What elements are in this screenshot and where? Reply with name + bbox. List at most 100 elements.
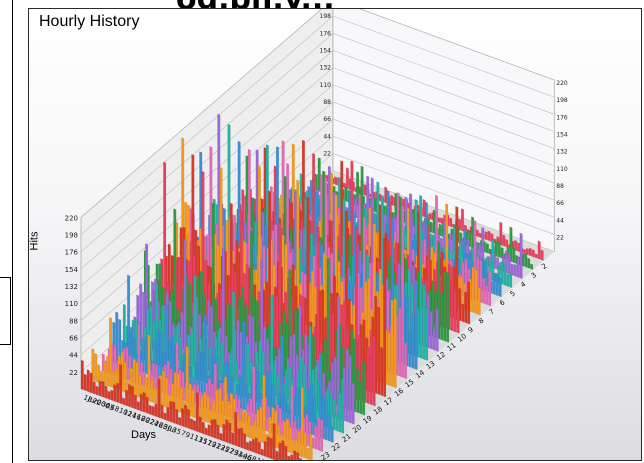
bar: [485, 243, 489, 254]
bar: [200, 351, 204, 396]
x-tick-label: 14: [127, 410, 139, 421]
left-panel-box: [0, 277, 11, 345]
bar: [512, 247, 516, 264]
y-tick-right-label: 176: [556, 114, 568, 121]
bar: [432, 328, 436, 351]
y-tick-back-label: 154: [320, 47, 332, 54]
bar: [128, 384, 131, 408]
depth-tick-label: 15: [404, 378, 416, 390]
bar: [528, 247, 532, 257]
bar: [206, 395, 210, 424]
bar: [419, 195, 423, 359]
bar: [534, 253, 538, 259]
bar: [514, 239, 518, 252]
y-tick-back-label: 22: [323, 150, 331, 157]
bar: [110, 389, 114, 401]
x-tick-label: 17: [202, 437, 213, 448]
bar: [98, 380, 102, 397]
bar: [109, 317, 112, 388]
y-tick-left-label: 66: [69, 335, 78, 343]
bar: [256, 371, 260, 416]
bar: [387, 331, 391, 387]
bar: [393, 297, 397, 389]
depth-tick-label: 23: [320, 450, 332, 461]
bar: [314, 425, 318, 450]
bar: [101, 380, 105, 398]
bar: [293, 420, 297, 443]
bar: [218, 387, 222, 428]
bar: [195, 392, 199, 433]
bar: [290, 454, 294, 460]
bar: [330, 426, 334, 443]
bar: [467, 281, 471, 325]
bar: [429, 310, 433, 350]
bar: [95, 385, 99, 396]
bar: [80, 359, 84, 391]
bar: [116, 382, 120, 404]
depth-tick-label: 12: [435, 350, 447, 362]
x-tick-label: 7: [180, 429, 187, 438]
bar: [113, 384, 117, 403]
bar: [478, 232, 482, 239]
bar: [192, 419, 196, 432]
bar: [278, 442, 282, 460]
bar: [494, 241, 498, 257]
bar: [145, 396, 149, 414]
bar: [362, 360, 366, 416]
bar: [251, 438, 255, 453]
bar: [522, 248, 526, 255]
y-tick-left-label: 154: [65, 266, 79, 274]
bar: [198, 416, 202, 434]
bar: [464, 291, 468, 324]
bar: [159, 333, 163, 381]
bar: [181, 407, 185, 427]
bar: [256, 409, 260, 442]
bar: [243, 433, 247, 450]
bar: [411, 313, 415, 369]
bar: [306, 447, 310, 460]
bar: [422, 283, 426, 360]
bar: [356, 368, 360, 414]
y-tick-right-label: 198: [556, 97, 568, 104]
bar: [187, 408, 190, 430]
bar: [240, 427, 244, 449]
bar: [175, 408, 179, 425]
bar: [97, 364, 101, 384]
bar: [246, 441, 249, 451]
bar: [487, 230, 491, 242]
bar: [390, 299, 394, 388]
bar: [269, 437, 273, 460]
x-tick-label: 14: [264, 460, 276, 461]
bar: [231, 431, 235, 446]
bar: [509, 226, 513, 263]
x-tick-label: 10: [118, 406, 129, 417]
x-tick-label: 10: [255, 457, 266, 461]
bar: [429, 221, 433, 234]
x-tick-label: 22: [144, 416, 155, 427]
bar: [540, 249, 544, 261]
x-tick-label: 11: [188, 432, 199, 443]
bar: [366, 346, 370, 405]
y-tick-left-label: 132: [65, 283, 78, 291]
y-tick-back-label: 110: [320, 82, 332, 89]
x-tick-label: 26: [153, 419, 165, 430]
bar: [91, 348, 95, 382]
bar: [317, 157, 321, 193]
bar: [440, 292, 444, 341]
bar: [172, 401, 176, 424]
bar: [230, 393, 233, 432]
bar: [482, 277, 486, 305]
x-tick-label: 30: [100, 400, 111, 411]
bar: [166, 406, 170, 422]
bar: [157, 378, 161, 419]
bar: [408, 332, 412, 368]
bar: [537, 240, 541, 260]
depth-tick-label: 17: [383, 396, 395, 408]
depth-tick-label: 22: [330, 441, 342, 453]
y-tick-right-label: 88: [556, 183, 564, 190]
bar: [131, 385, 134, 409]
bar: [185, 346, 189, 416]
bar: [190, 418, 193, 431]
x-tick-label: Aug: [237, 450, 253, 461]
bar: [150, 378, 154, 403]
